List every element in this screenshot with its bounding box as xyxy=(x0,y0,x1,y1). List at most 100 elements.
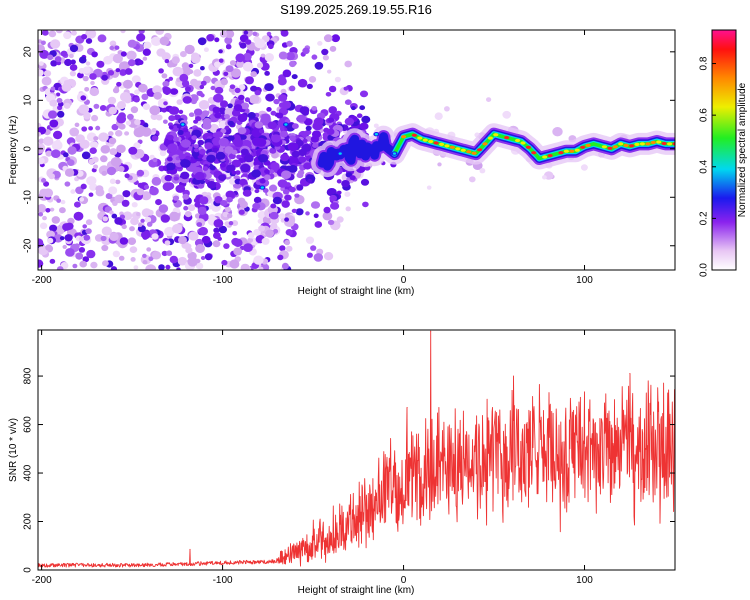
spectrogram-cell xyxy=(142,103,151,110)
spectrogram-cell xyxy=(120,51,127,57)
spectrogram-cell xyxy=(225,30,235,39)
spectrogram-cell xyxy=(214,86,224,94)
spectrogram-cell xyxy=(281,262,289,270)
spectrogram-cell xyxy=(271,134,281,143)
spectrogram-cell xyxy=(164,174,173,182)
spectrogram-cell xyxy=(59,207,66,214)
spectrogram-cell xyxy=(118,255,125,261)
spectrogram-cell xyxy=(159,150,167,157)
spectrogram-cell xyxy=(85,38,93,44)
spectrogram-cell xyxy=(235,170,241,176)
spectrogram-cell xyxy=(90,80,95,86)
spectrogram-cell xyxy=(81,126,88,132)
spectrogram-y-axis-label: Frequency (Hz) xyxy=(8,116,19,185)
spectrogram-cell xyxy=(147,209,154,216)
spectrogram-cell xyxy=(51,216,60,224)
spectrogram-cell xyxy=(67,159,75,167)
spectrogram-cell xyxy=(249,94,260,105)
spectrogram-cell xyxy=(144,216,152,223)
spectrogram-cell xyxy=(49,224,58,232)
spectrogram-cell xyxy=(43,136,54,146)
spectrogram-cell xyxy=(184,211,192,218)
spectrogram-cell xyxy=(134,89,140,95)
spectrogram-cell xyxy=(323,34,333,43)
spectrogram-cell xyxy=(231,109,241,117)
spectrogram-cell xyxy=(155,199,162,206)
spectrogram-cell xyxy=(278,51,288,60)
spectrogram-cell xyxy=(112,53,123,64)
spectrogram-cell xyxy=(167,61,174,68)
spectrogram-cell xyxy=(75,252,84,260)
spectrogram-cell xyxy=(198,226,208,236)
ridge-hotspot xyxy=(428,139,434,144)
spectrogram-cell xyxy=(311,54,318,60)
spectrogram-cell xyxy=(229,178,237,185)
spectrogram-cell xyxy=(213,227,220,234)
spectrogram-cell xyxy=(168,115,176,122)
snr-x-tick-label: 100 xyxy=(576,575,593,586)
spectrogram-cell xyxy=(41,178,47,183)
spectrogram-cell xyxy=(59,236,65,241)
spectrogram-cell xyxy=(270,110,277,116)
spectrogram-cell xyxy=(172,136,179,142)
spectrogram-cell xyxy=(133,96,140,103)
spectrogram-cell xyxy=(251,169,261,178)
spectrogram-cell xyxy=(214,112,222,119)
spectrogram-peak-core xyxy=(181,123,185,126)
spectrogram-peak-core xyxy=(392,152,397,155)
spectrogram-cell xyxy=(167,143,178,153)
spectrogram-cell xyxy=(331,34,341,43)
spectrogram-cell xyxy=(69,127,80,137)
spectrogram-cell xyxy=(231,220,239,227)
spectrogram-cell xyxy=(288,165,298,173)
snr-x-axis-label: Height of straight line (km) xyxy=(298,585,415,596)
spectrogram-cell xyxy=(145,264,157,270)
spectrogram-cell xyxy=(168,76,174,81)
spectrogram-cell xyxy=(183,205,189,211)
spectrogram-cell xyxy=(212,147,219,153)
spectrogram-cell xyxy=(78,236,84,242)
spectrogram-cell xyxy=(38,69,44,77)
spectrogram-cell xyxy=(180,171,190,180)
spectrogram-cell xyxy=(215,131,223,138)
spectrogram-cell xyxy=(61,83,72,92)
spectrogram-cell xyxy=(240,148,249,156)
spectrogram-cell xyxy=(299,106,310,115)
ridge-hotspot xyxy=(536,156,542,161)
spectrogram-cell xyxy=(344,60,353,68)
spectrogram-cell xyxy=(146,247,152,252)
ridge-hotspot xyxy=(531,151,537,155)
spectrogram-cell xyxy=(280,218,286,223)
spectrogram-cell xyxy=(202,122,212,130)
snr-series xyxy=(38,330,675,568)
spectrogram-cell xyxy=(214,61,221,68)
spectrogram-cell xyxy=(269,184,278,192)
spectrogram-cell xyxy=(328,117,335,123)
spectrogram-cell xyxy=(296,114,307,123)
spectrogram-cell xyxy=(328,85,337,93)
spectrogram-cell xyxy=(297,78,308,88)
spectrogram-cell xyxy=(185,86,192,92)
spectrogram-cell xyxy=(317,41,323,46)
spectrogram-cell xyxy=(206,34,215,42)
ridge-hotspot xyxy=(585,143,591,147)
ridge-hotspot xyxy=(645,142,651,146)
spectrogram-cell xyxy=(231,149,238,155)
spectrogram-cell xyxy=(278,213,286,220)
spectrogram-cell xyxy=(136,33,146,42)
spectrogram-cell xyxy=(108,186,118,195)
spectrogram-cell xyxy=(63,102,71,109)
spectrogram-cell xyxy=(91,168,97,173)
spectrogram-cell xyxy=(323,206,331,214)
spectrogram-cell xyxy=(131,202,138,208)
spectrogram-cell xyxy=(169,255,178,264)
spectrogram-cell xyxy=(225,65,234,73)
spectrogram-cell xyxy=(336,179,342,184)
snr-y-tick-label: 0 xyxy=(23,567,34,573)
spectrogram-cell xyxy=(89,73,97,80)
spectrogram-cell xyxy=(254,90,261,96)
spectrogram-cell xyxy=(78,104,90,114)
snr-spike xyxy=(430,330,432,332)
spectrogram-cell xyxy=(187,204,196,212)
spectrogram-cell xyxy=(38,138,45,144)
